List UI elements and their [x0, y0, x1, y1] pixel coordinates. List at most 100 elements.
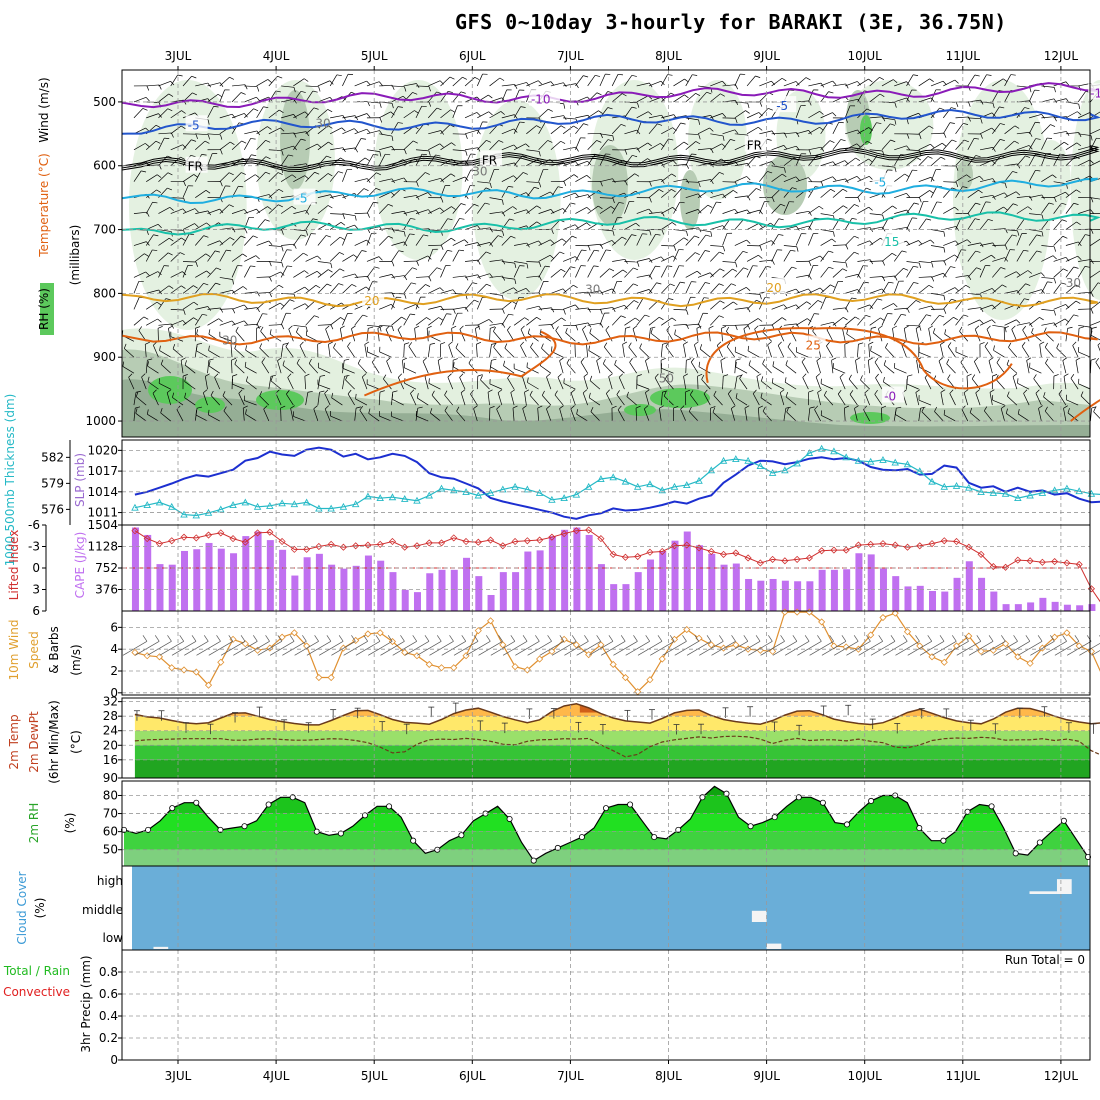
thickness-point — [633, 482, 642, 490]
wind-barb-flag — [413, 140, 418, 144]
wind-barb-flag — [826, 341, 830, 347]
wind-barb-flag — [554, 390, 558, 396]
wind-barb — [979, 127, 992, 135]
li-point — [168, 537, 176, 545]
wind-barb-flag — [605, 249, 611, 251]
wind-barb-flag — [455, 343, 459, 349]
wind-barb — [526, 181, 540, 183]
wind-barb — [979, 304, 993, 310]
wind-barb — [329, 127, 342, 135]
wind-barb-flag — [307, 390, 313, 393]
wind-barb — [477, 283, 487, 294]
bottom-day-label: 6JUL — [459, 1069, 486, 1083]
wind-barb-flag — [832, 161, 837, 166]
wind-barb — [759, 108, 769, 119]
wind-barb-10m-flag — [400, 635, 405, 642]
wind-barb-flag — [759, 245, 763, 251]
li-point — [536, 536, 544, 544]
li-point — [572, 527, 580, 535]
wind-barb — [379, 303, 392, 310]
wind-barb-flag — [451, 142, 456, 146]
wind-barb — [666, 329, 674, 342]
wind-barb — [979, 219, 989, 230]
cloud-axis-label: Cloud Cover — [15, 871, 29, 944]
wind-barb-flag — [344, 358, 350, 361]
wind-barb-flag — [698, 323, 702, 329]
wind-barb — [530, 346, 539, 358]
wind-barb-flag — [906, 119, 909, 125]
wind-barb — [746, 112, 760, 119]
wind-barb-flag — [338, 283, 344, 286]
wind-barb-flag — [364, 341, 370, 345]
wind-barb — [710, 172, 720, 182]
wind-barb — [427, 344, 431, 358]
wind-barb — [979, 74, 987, 87]
wind-barb-flag — [379, 390, 385, 393]
wind-barb — [575, 307, 589, 310]
wind-barb — [184, 364, 196, 374]
wind-barb-flag — [168, 93, 174, 97]
wind-barb — [496, 409, 503, 422]
wind-barb-10m-flag — [179, 635, 185, 642]
wind-barb — [955, 351, 968, 358]
wind-barb — [867, 360, 871, 374]
wind-barb-10m-flag — [351, 635, 356, 642]
wind-barb-flag — [575, 192, 579, 197]
wind-barb-flag — [208, 409, 210, 415]
wind-barb — [992, 139, 1001, 150]
wind-barb-flag — [421, 153, 427, 156]
wind-barb-flag — [241, 140, 247, 144]
wind-barb — [428, 287, 441, 294]
wind-barb-flag — [502, 308, 505, 314]
rh-shade-mid — [957, 160, 973, 190]
wind-barb — [1016, 145, 1030, 151]
wind-barb — [734, 307, 748, 310]
wind-barb — [219, 113, 233, 119]
wind-barb-flag — [169, 207, 174, 211]
wind-barb-flag — [582, 325, 587, 330]
wind-barb — [881, 117, 895, 121]
wind-barb-flag — [771, 240, 776, 245]
wind-barb-flag — [842, 188, 848, 192]
wind-barb-flag — [485, 187, 491, 190]
wind-barb — [513, 155, 523, 166]
wind-barb — [869, 226, 883, 230]
cape-bar — [990, 591, 998, 611]
wind-barb — [444, 410, 454, 422]
wind-barb — [1011, 329, 1018, 342]
wind-barb — [930, 80, 944, 87]
rh-point — [844, 821, 851, 828]
wind-barb — [746, 265, 753, 278]
wind-barb-flag — [538, 275, 542, 281]
wind-barb-flag — [459, 325, 464, 330]
wind-barb — [444, 394, 454, 406]
cape-bar — [646, 559, 654, 611]
wind-barb-flag — [559, 405, 564, 409]
wind-barb — [587, 205, 599, 214]
li-point — [315, 542, 323, 551]
wind-barb — [146, 84, 160, 87]
wind-barb — [832, 281, 839, 294]
wind-barb-flag — [570, 202, 576, 205]
rh-point — [1085, 853, 1092, 860]
cape-bar — [168, 564, 176, 611]
wind-speed-point — [204, 681, 213, 689]
wind-barb-flag — [808, 390, 814, 393]
wind-barb — [918, 201, 924, 214]
wind-barb-flag — [610, 206, 616, 210]
wind-barb-flag — [698, 119, 700, 125]
wind-barb — [244, 154, 252, 166]
wind-barb-flag — [673, 405, 679, 409]
wind-barb-flag — [536, 221, 542, 225]
wind-barb-10m — [122, 641, 148, 656]
wind-barb — [1067, 412, 1079, 422]
wind-barb-flag — [561, 238, 567, 243]
gridlines — [122, 70, 1090, 1061]
wind-barb — [342, 273, 356, 278]
wind-barb-flag — [290, 405, 295, 409]
li-point — [854, 541, 863, 549]
wind-barb — [1028, 272, 1042, 278]
wind-barb — [280, 249, 288, 262]
wind-barb — [342, 254, 354, 262]
rh-contour-label: 50 — [659, 372, 674, 386]
